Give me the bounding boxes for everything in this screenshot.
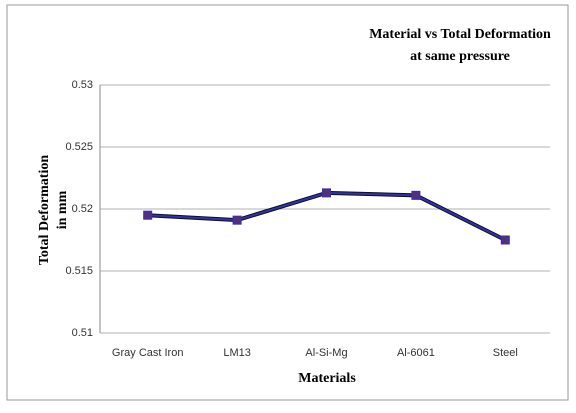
- y-tick-label: 0.53: [72, 79, 93, 91]
- x-tick-label: Al-Si-Mg: [305, 347, 347, 359]
- marker: [232, 215, 242, 225]
- marker: [143, 210, 153, 220]
- marker: [411, 190, 421, 200]
- marker: [322, 188, 331, 198]
- y-axis-label-line: in mm: [55, 190, 70, 229]
- x-tick-label: Steel: [493, 347, 518, 359]
- y-tick-label: 0.525: [65, 141, 93, 153]
- chart-title: Material vs Total Deformation: [369, 27, 551, 42]
- x-tick-label: LM13: [223, 347, 251, 359]
- y-tick-label: 0.51: [72, 327, 93, 339]
- x-tick-label: Al-6061: [397, 347, 435, 359]
- y-tick-label: 0.52: [72, 203, 93, 215]
- chart-title: at same pressure: [410, 49, 510, 64]
- marker: [500, 235, 510, 245]
- y-axis-label: Total Deformation in mm: [37, 155, 70, 266]
- y-axis-label-line: Total Deformation: [37, 155, 52, 266]
- y-tick-label: 0.515: [65, 265, 93, 277]
- x-tick-label: Gray Cast Iron: [112, 347, 184, 359]
- x-axis-label: Materials: [298, 371, 356, 386]
